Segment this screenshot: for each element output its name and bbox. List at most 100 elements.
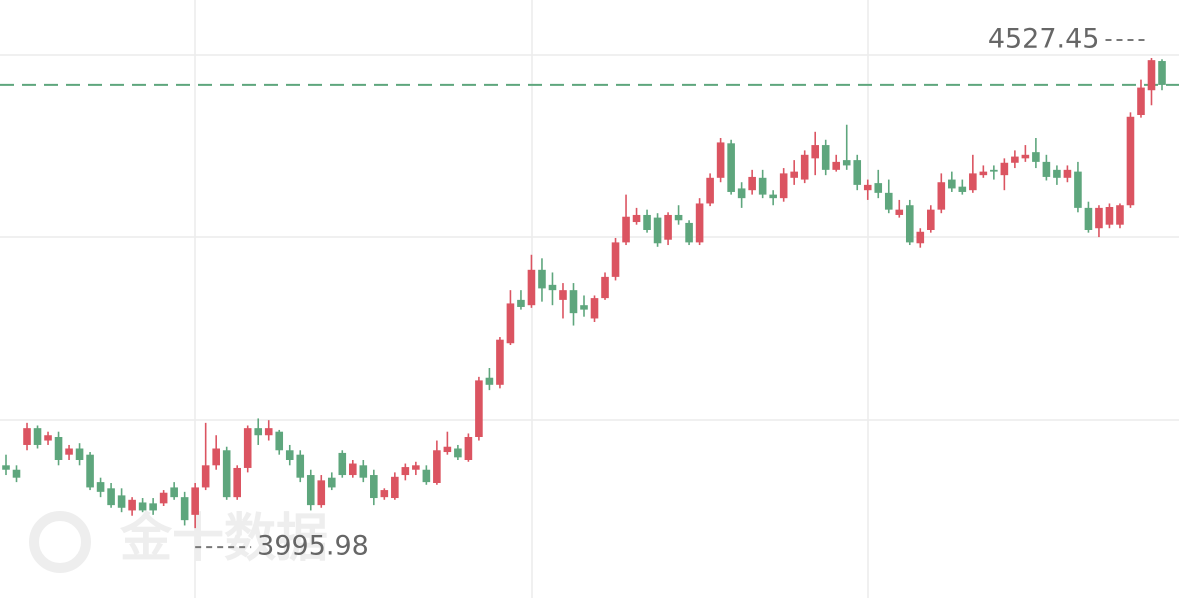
candle-body [1042, 161, 1051, 177]
watermark-logo [29, 511, 91, 573]
candle-body [506, 303, 515, 344]
candle-body [496, 339, 504, 385]
candle-body [874, 183, 883, 193]
candle-body [1053, 169, 1061, 178]
candle-body [853, 160, 862, 185]
candle-body [1105, 207, 1114, 225]
candle-body [233, 467, 241, 498]
candle-body [674, 214, 683, 221]
candle-body [44, 435, 52, 441]
candle-body [296, 454, 305, 478]
candle-body [685, 222, 693, 243]
candle-body [948, 179, 956, 189]
candle-body [527, 269, 536, 306]
candle-body [12, 469, 21, 478]
candle-body [727, 143, 735, 192]
candle-body [1021, 154, 1030, 159]
candle-body [349, 463, 357, 476]
candle-body [1126, 116, 1135, 206]
candle-body [601, 276, 609, 299]
candle-body [538, 269, 546, 289]
candle-body [664, 214, 672, 240]
candle-body [695, 203, 704, 243]
candle-body [800, 154, 809, 180]
candle-body [327, 477, 336, 488]
candle-body [905, 205, 914, 243]
candle-body [1011, 156, 1019, 163]
candle-body [958, 186, 967, 192]
candle-body [580, 305, 588, 310]
candle-body [863, 184, 872, 191]
candle-body [842, 160, 851, 166]
candle-body [622, 216, 630, 243]
candle-body [54, 437, 63, 460]
candle-body [454, 448, 462, 458]
candle-body [264, 428, 273, 436]
candle-body [916, 231, 925, 244]
candle-body [643, 214, 651, 230]
candle-body [1095, 207, 1103, 229]
candle-body [632, 214, 641, 223]
candle-body [128, 499, 136, 511]
candle-body [191, 487, 199, 515]
candle-body [1147, 60, 1156, 91]
candle-body [653, 217, 662, 244]
candle-body [222, 450, 231, 498]
candle-body [212, 448, 220, 466]
high-annotation: 4527.45 [988, 23, 1100, 54]
candle-body [569, 290, 578, 314]
candle-body [811, 145, 819, 159]
candle-body [1063, 169, 1072, 178]
candle-body [138, 502, 147, 511]
candle-body [359, 465, 368, 478]
candle-body [243, 428, 252, 468]
candle-body [433, 450, 441, 483]
candle-body [559, 290, 567, 300]
candle-body [927, 209, 935, 230]
candle-body [517, 299, 525, 307]
candle-body [180, 497, 189, 521]
candle-body [75, 448, 84, 460]
candle-body [391, 476, 399, 499]
candle-body [1158, 61, 1166, 85]
candle-body [1084, 207, 1093, 230]
candle-body [254, 428, 263, 436]
candle-body [737, 188, 746, 199]
candle-body [758, 177, 767, 195]
candle-body [1116, 205, 1124, 225]
candle-body [790, 171, 798, 178]
candle-body [1000, 162, 1009, 176]
candle-body [464, 437, 473, 460]
candle-body [1074, 171, 1082, 208]
candle-body [317, 480, 326, 506]
candle-body [611, 242, 620, 277]
candle-body [832, 161, 841, 170]
candle-body [306, 475, 315, 506]
candle-body [23, 428, 31, 445]
candle-body [485, 377, 494, 385]
candle-body [590, 298, 599, 319]
candle-body [159, 492, 168, 504]
candle-body [990, 169, 998, 172]
candle-body [96, 482, 105, 492]
candle-body [117, 495, 126, 508]
candle-body [1137, 87, 1145, 115]
candle-body [748, 176, 756, 191]
candle-body [969, 173, 977, 191]
candle-body [285, 450, 294, 460]
candle-body [412, 465, 420, 470]
candle-body [769, 194, 777, 199]
candle-body [65, 448, 73, 455]
candle-body [443, 446, 452, 453]
candle-body [937, 182, 946, 210]
candle-body [401, 467, 410, 476]
candle-body [107, 488, 115, 506]
candle-body [86, 454, 94, 488]
candle-body [706, 177, 714, 204]
candle-body [370, 475, 378, 499]
candle-body [170, 487, 178, 498]
candle-body [821, 145, 830, 170]
candle-body [1032, 152, 1040, 162]
candle-body [979, 171, 988, 176]
